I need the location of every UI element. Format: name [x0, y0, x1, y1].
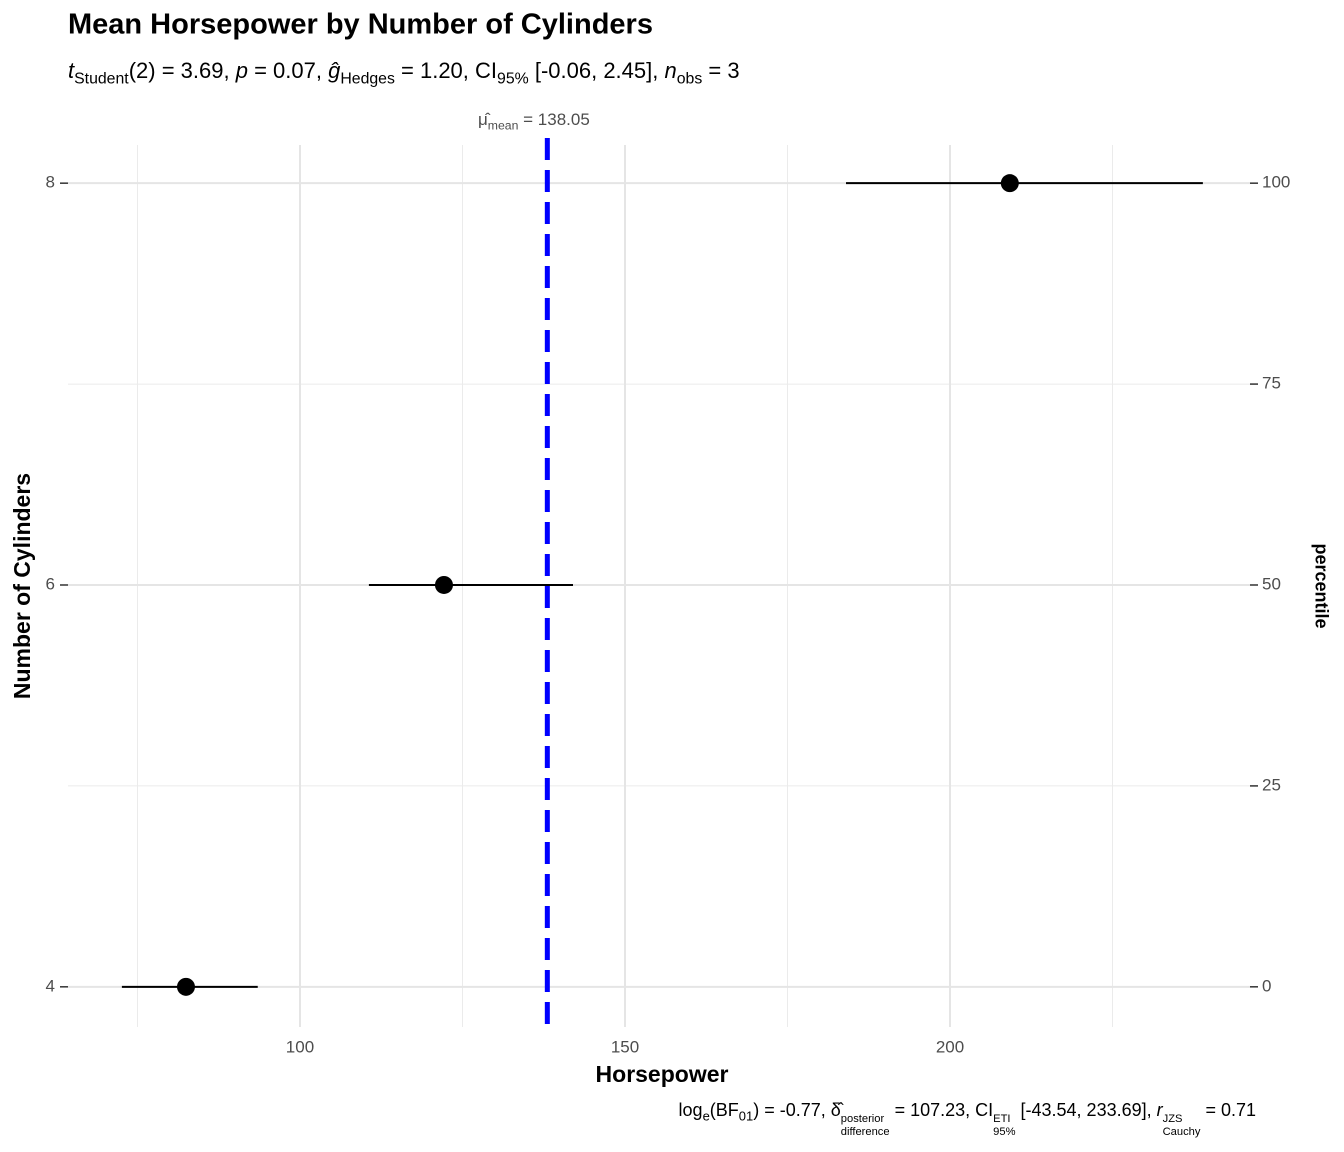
subtitle-part: = 0.07, — [247, 58, 329, 83]
caption-stack: ETI 95% — [993, 1113, 1016, 1139]
mean-value-label: = 138.05 — [518, 110, 590, 129]
caption-part: ETI — [993, 1113, 1011, 1126]
subtitle-part: 95% — [497, 70, 529, 88]
subtitle-part: n — [664, 58, 677, 83]
point — [434, 575, 453, 594]
point — [1000, 174, 1019, 193]
caption-part: posterior — [840, 1113, 885, 1126]
x-axis-title: Horsepower — [596, 1061, 729, 1087]
subtitle: tStudent(2) = 3.69, p = 0.07, ĝHedges = … — [68, 58, 740, 89]
caption-part: δ̂ — [830, 1100, 841, 1120]
y-tick-label: 6 — [46, 574, 55, 593]
point — [176, 977, 195, 996]
caption-part: [-43.54, 233.69], — [1015, 1100, 1157, 1120]
caption-part: 01 — [738, 1108, 754, 1124]
y2-tick-label: 100 — [1262, 173, 1290, 192]
caption-stack: posterior difference — [840, 1113, 890, 1139]
caption-part: = 0.71 — [1200, 1100, 1256, 1120]
caption-part: JZS — [1162, 1113, 1183, 1126]
y2-axis-title: percentile — [1311, 543, 1331, 628]
subtitle-part: p — [235, 58, 248, 83]
x-tick-label: 200 — [936, 1037, 964, 1056]
subtitle-part: obs — [676, 70, 703, 88]
y-axis-title: Number of Cylinders — [9, 473, 35, 699]
mean-subscript: mean — [487, 118, 519, 133]
caption-part: ) = -0.77, — [753, 1100, 831, 1120]
mean-label: μ̂mean = 138.05 — [478, 110, 590, 132]
x-tick-label: 150 — [611, 1037, 639, 1056]
subtitle-part: t — [68, 58, 75, 83]
mean-symbol: μ̂ — [478, 110, 488, 129]
subtitle-part: (2) = 3.69, — [128, 58, 236, 83]
caption-part: 95% — [993, 1126, 1016, 1139]
subtitle-part: = 1.20, CI — [394, 58, 498, 83]
caption-part: = 107.23, CI — [889, 1100, 994, 1120]
caption-part: log — [678, 1100, 703, 1120]
caption-part: r — [1156, 1100, 1163, 1120]
subtitle-part: [-0.06, 2.45], — [528, 58, 665, 83]
chart-title: Mean Horsepower by Number of Cylinders — [68, 9, 653, 41]
caption-part: Cauchy — [1162, 1126, 1201, 1139]
subtitle-part: Student — [74, 70, 129, 88]
subtitle-part: ĝ — [328, 58, 341, 83]
subtitle-part: = 3 — [702, 58, 740, 83]
y2-tick-label: 75 — [1262, 374, 1281, 393]
caption-part: (BF — [709, 1100, 739, 1120]
y2-tick-label: 0 — [1262, 976, 1271, 995]
caption-part: difference — [840, 1126, 890, 1139]
y2-tick-label: 25 — [1262, 775, 1281, 794]
caption-part: e — [702, 1108, 710, 1124]
x-tick-label: 100 — [286, 1037, 314, 1056]
y2-tick-label: 50 — [1262, 574, 1281, 593]
y-tick-label: 4 — [46, 976, 55, 995]
caption-stack: JZS Cauchy — [1162, 1113, 1201, 1139]
y-tick-label: 8 — [46, 173, 55, 192]
subtitle-part: Hedges — [340, 70, 395, 88]
caption: loge(BF01) = -0.77, δ̂ posterior differenc… — [679, 1100, 1256, 1138]
